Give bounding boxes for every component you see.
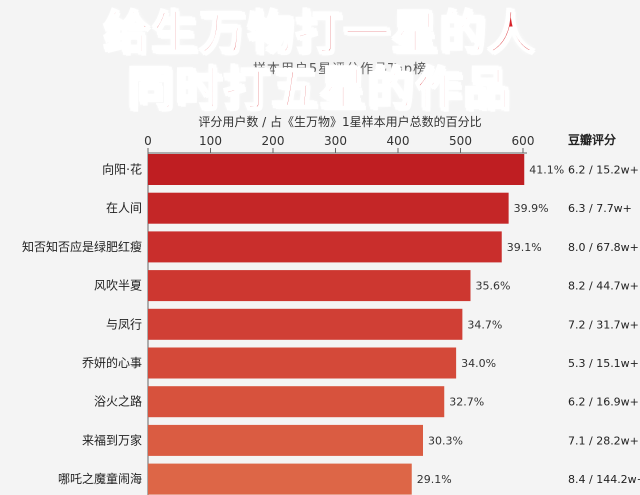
- bar-3: [148, 231, 502, 263]
- x-tick-label: 600: [512, 134, 535, 148]
- category-label: 来福到万家: [82, 432, 142, 447]
- percent-label: 34.0%: [461, 357, 496, 370]
- x-tick-label: 200: [262, 134, 285, 148]
- douban-score-label: 5.3 / 15.1w+: [568, 357, 639, 370]
- category-label: 哪吒之魔童闹海: [58, 471, 142, 486]
- category-label: 浴火之路: [94, 394, 142, 409]
- bar-4: [148, 270, 471, 302]
- category-label: 在人间: [106, 201, 142, 215]
- overlay-headline-line2: 同时打五星的作品: [127, 61, 512, 117]
- bar-2: [148, 192, 509, 224]
- x-tick-label: 0: [144, 134, 152, 148]
- percent-label: 32.7%: [449, 396, 484, 409]
- percent-label: 35.6%: [476, 280, 511, 293]
- percent-label: 30.3%: [428, 434, 463, 447]
- douban-score-label: 7.2 / 31.7w+: [568, 318, 639, 331]
- category-label: 知否知否应是绿肥红瘦: [22, 239, 142, 254]
- douban-score-label: 6.3 / 7.7w+: [568, 202, 632, 215]
- category-label: 与凤行: [106, 317, 142, 331]
- bar-6: [148, 347, 457, 379]
- percent-label: 41.1%: [529, 164, 564, 177]
- bar-8: [148, 424, 423, 456]
- category-label: 向阳·花: [102, 162, 142, 177]
- chart-title: 样本用户5星评分作品Top榜: [252, 62, 428, 77]
- category-label: 乔妍的心事: [82, 355, 142, 370]
- overlay-headline-line1: 给生万物打一星的人: [103, 5, 536, 61]
- bar-5: [148, 308, 463, 340]
- douban-score-header: 豆瓣评分: [568, 133, 617, 147]
- bar-1: [148, 154, 525, 185]
- douban-score-label: 8.0 / 67.8w+: [568, 241, 639, 254]
- x-tick-label: 300: [324, 134, 347, 148]
- x-axis-label: 评分用户数 / 占《生万物》1星样本用户总数的百分比: [198, 115, 482, 129]
- percent-label: 29.1%: [417, 473, 452, 486]
- percent-label: 39.1%: [507, 241, 542, 254]
- douban-score-label: 6.2 / 15.2w+: [568, 164, 639, 177]
- category-label: 风吹半夏: [94, 279, 142, 293]
- percent-label: 39.9%: [514, 202, 549, 215]
- bar-7: [148, 386, 445, 418]
- x-tick-label: 400: [387, 134, 410, 148]
- bar-9: [148, 463, 412, 495]
- x-tick-label: 100: [199, 134, 222, 148]
- percent-label: 34.7%: [467, 318, 502, 331]
- douban-score-label: 8.4 / 144.2w+: [568, 473, 640, 486]
- x-tick-label: 500: [449, 134, 472, 148]
- douban-score-label: 7.1 / 28.2w+: [568, 434, 639, 447]
- douban-score-label: 6.2 / 16.9w+: [568, 396, 639, 409]
- douban-score-label: 8.2 / 44.7w+: [568, 280, 639, 293]
